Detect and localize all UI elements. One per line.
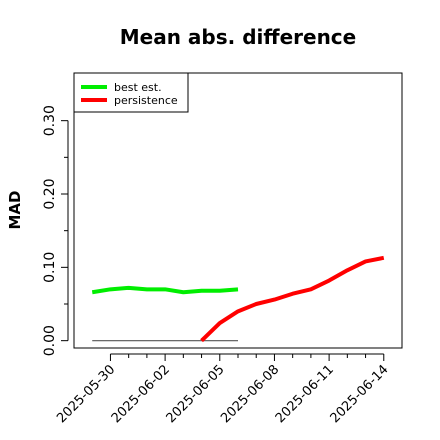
legend-label-persistence: persistence xyxy=(114,94,178,107)
series-line-persistence xyxy=(200,255,385,343)
y-axis: 0.00 0.10 0.20 0.30 xyxy=(42,105,69,356)
y-tick-label: 0.00 xyxy=(42,325,58,356)
y-tick-label: 0.20 xyxy=(42,178,58,209)
legend-box xyxy=(73,72,189,113)
y-tick-label: 0.30 xyxy=(42,105,58,136)
legend-label-best-est: best est. xyxy=(114,81,162,94)
chart-title: Mean abs. difference xyxy=(120,25,356,49)
x-axis: 2025-05-302025-06-022025-06-052025-06-08… xyxy=(54,353,392,426)
y-tick-label: 0.10 xyxy=(42,252,58,283)
x-tick-label: 2025-06-14 xyxy=(328,362,392,426)
legend: best est.persistence xyxy=(73,72,189,113)
series-layer xyxy=(91,255,385,343)
y-axis-label: MAD xyxy=(6,191,24,230)
plot-frame xyxy=(73,72,403,349)
series-line-best-est xyxy=(91,285,239,295)
